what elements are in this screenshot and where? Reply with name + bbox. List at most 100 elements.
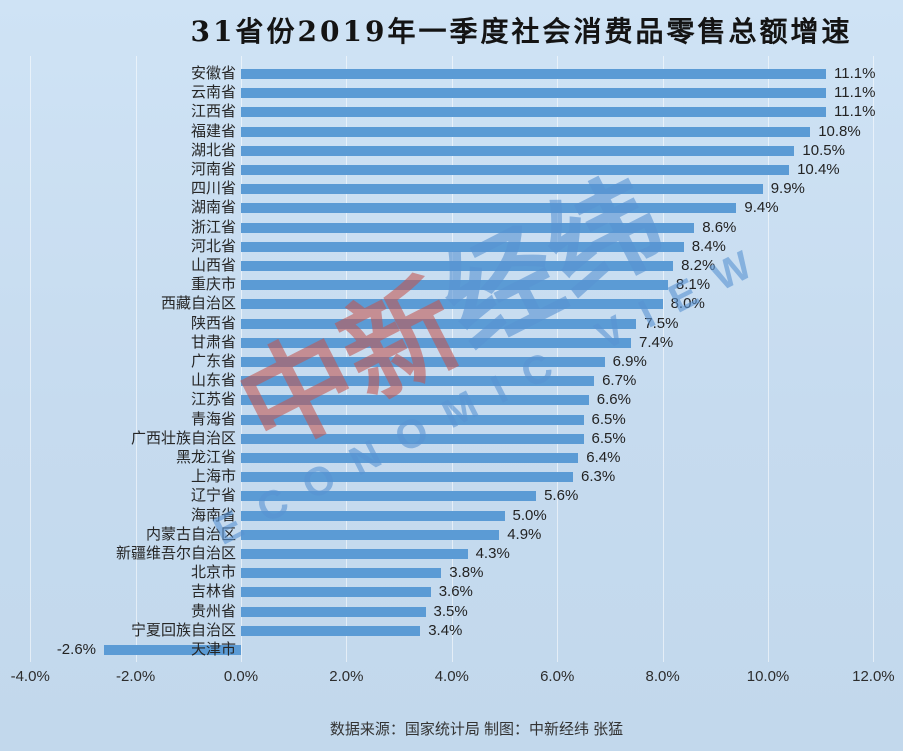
bar [241,241,684,252]
value-label: 8.0% [670,295,705,313]
category-label: 山东省 [190,372,236,390]
category-label: 青海省 [190,410,236,428]
bar [241,453,579,463]
category-label: 内蒙古自治区 [145,525,236,543]
category-label: 江苏省 [190,391,236,409]
category-label: 安徽省 [190,65,236,82]
category-label: 天津市 [190,641,236,658]
bar [241,587,431,598]
category-label: 北京市 [190,564,236,582]
category-label: 陕西省 [190,314,236,332]
category-label: 云南省 [190,84,236,102]
bar [241,107,826,118]
category-label: 湖北省 [190,141,236,159]
category-label: 黑龙江省 [175,449,236,466]
category-label: 浙江省 [190,218,236,236]
x-tick-label: -2.0% [116,668,156,685]
bar [241,203,737,214]
footer-source: 数据来源：国家统计局 制图：中新经纬 张猛 [329,721,624,738]
value-label: 6.9% [612,353,647,370]
category-label: 上海市 [190,468,236,486]
value-label: 11.1% [834,103,876,121]
category-label: 江西省 [190,103,236,121]
category-label: 新疆维吾尔自治区 [115,545,236,562]
value-label: 10.8% [818,122,861,140]
value-label: 4.3% [475,545,510,562]
bar [241,472,573,483]
category-label: 四川省 [190,180,236,198]
category-label: 辽宁省 [190,487,236,505]
bar [241,606,426,617]
bar [241,568,442,579]
value-label: 9.9% [770,180,805,198]
x-tick-label: 2.0% [329,668,364,685]
value-label: 5.0% [512,506,547,524]
category-label: 广西壮族自治区 [130,429,236,447]
value-label: 3.5% [433,602,468,620]
bar [241,395,589,406]
category-label: 重庆市 [190,276,236,294]
bar [241,433,584,444]
category-label: 吉林省 [190,583,236,601]
bar [241,337,631,348]
bar [241,510,505,521]
value-label: 8.6% [702,218,737,236]
value-label: 8.4% [691,237,726,255]
category-label: 西藏自治区 [160,295,236,313]
bar [241,261,674,271]
bar [241,357,605,367]
value-label: 8.1% [675,276,711,294]
category-label: 山西省 [190,257,236,274]
value-label: 11.1% [834,65,876,82]
category-label: 湖南省 [190,199,236,217]
value-label: 5.6% [544,487,579,505]
category-label: 甘肃省 [190,333,236,351]
category-label: 福建省 [190,122,236,140]
gridline [768,56,769,662]
gridline [30,56,32,662]
bar [241,549,468,559]
bar [241,529,500,540]
category-label: 广东省 [190,353,236,370]
value-label: -2.6% [56,641,96,658]
gridline [873,56,875,662]
x-axis: -4.0% -2.0% 0.0% 2.0% 4.0% 6.0% 8.0% 10.0% 12.0% [0,666,903,688]
chart-title: 31省份2019年一季度社会消费品零售总额增速 [190,15,853,48]
value-label: 6.5% [591,429,626,447]
bar [241,184,763,195]
value-label: 6.5% [591,410,626,428]
bar [241,491,537,502]
bar [241,376,595,387]
bar [241,126,811,137]
value-label: 7.5% [644,314,679,332]
bar [241,625,421,636]
bar [241,165,790,175]
bar [104,645,241,655]
category-label: 宁夏回族自治区 [130,621,236,639]
bar [241,145,795,156]
bar [241,222,695,233]
value-label: 7.4% [639,333,674,351]
bar [241,88,826,99]
gridline [662,56,664,662]
x-tick-label: 12.0% [852,668,895,685]
x-tick-label: 4.0% [434,668,469,685]
value-label: 4.9% [507,525,542,543]
value-label: 3.4% [428,621,463,639]
value-label: 11.1% [834,84,876,102]
value-label: 6.6% [596,391,631,409]
x-tick-label: 0.0% [223,668,259,685]
bar [241,299,663,310]
value-label: 8.2% [681,257,716,274]
value-label: 10.4% [797,161,840,178]
x-tick-label: 10.0% [746,668,790,685]
category-label: 贵州省 [190,602,236,620]
x-tick-label: -4.0% [10,668,50,685]
bar [241,414,584,425]
category-label: 河北省 [190,237,236,255]
value-label: 9.4% [744,199,779,217]
gridline [135,56,137,662]
value-label: 10.5% [802,141,845,159]
value-label: 3.8% [449,564,484,582]
